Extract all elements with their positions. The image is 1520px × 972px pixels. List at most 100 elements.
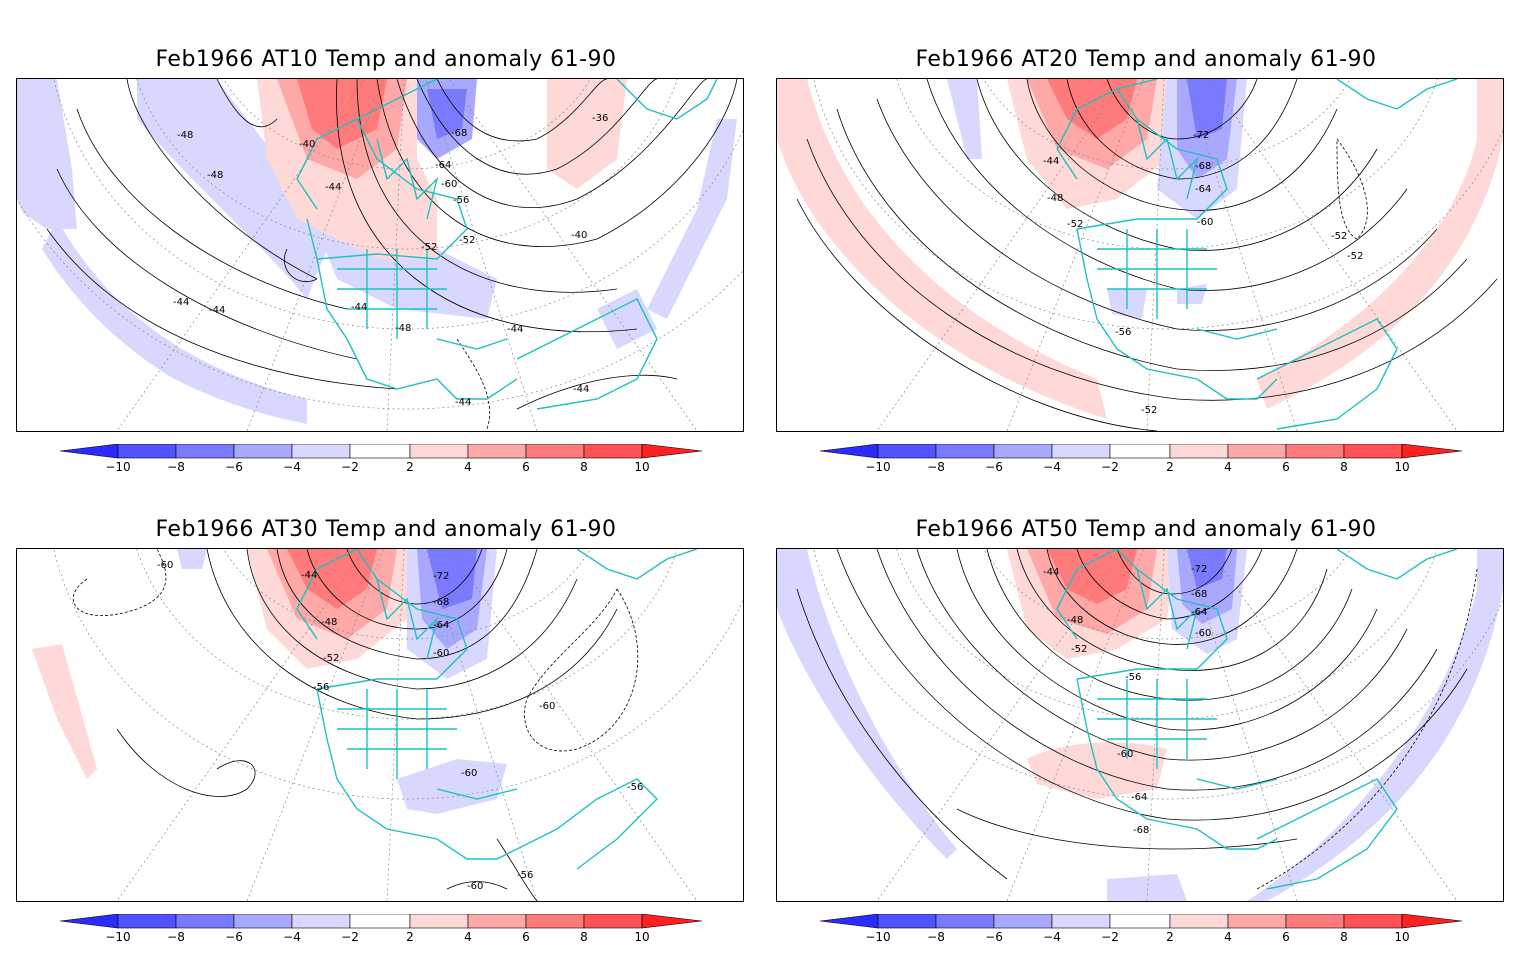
- colorbar-swatch: [1109, 914, 1171, 929]
- colorbar-tick-label: −2: [341, 460, 359, 474]
- contour-label: -60: [1195, 628, 1211, 639]
- colorbar-tick-label: −10: [865, 930, 890, 944]
- colorbar-tick-label: −4: [1043, 930, 1061, 944]
- colorbar-swatch: [1109, 444, 1171, 459]
- cold-anomaly-region: [647, 119, 737, 319]
- colorbar-swatch: [1343, 444, 1403, 459]
- colorbar-tick-label: −6: [985, 930, 1003, 944]
- colorbar: −10 −8 −6 −4 −2 2 4 6 8 10: [60, 444, 702, 478]
- map-svg: -60 -44 -48 -52 -56 -72 -68 -64 -60 -60 …: [32, 549, 743, 901]
- panel-title: Feb1966 AT20 Temp and anomaly 61-90: [915, 47, 1377, 72]
- contour-label: -52: [323, 653, 339, 664]
- colorbar-tick-label: −6: [985, 460, 1003, 474]
- colorbar-swatch: [935, 444, 995, 459]
- cold-anomaly-region: [597, 289, 657, 349]
- colorbar-swatch: [349, 444, 411, 459]
- contour-label: -60: [539, 701, 555, 712]
- colorbar-tick-label: −8: [167, 460, 185, 474]
- contour-label: -60: [433, 648, 449, 659]
- map-panel-at30: Feb1966 AT30 Temp and anomaly 61-90: [16, 512, 756, 972]
- contour-label: -68: [1133, 825, 1149, 836]
- colorbar-arrow-high: [641, 444, 702, 459]
- colorbar-arrow-low: [60, 914, 119, 929]
- colorbar-tick-label: −10: [865, 460, 890, 474]
- colorbar-tick-label: −8: [927, 460, 945, 474]
- contour-label: -44: [507, 324, 523, 335]
- colorbar-tick-label: −4: [283, 460, 301, 474]
- colorbar: −10 −8 −6 −4 −2 2 4 6 8 10: [820, 444, 1462, 478]
- colorbar-tick-label: 4: [1224, 930, 1232, 944]
- colorbar-tick-label: 8: [580, 460, 588, 474]
- colorbar-swatch: [525, 444, 585, 459]
- contour-label: -56: [1115, 327, 1131, 338]
- colorbar-swatch: [291, 444, 351, 459]
- contour-label: -48: [321, 617, 337, 628]
- colorbar-tick-label: 10: [1394, 930, 1409, 944]
- colorbar-tick-label: 4: [1224, 460, 1232, 474]
- map-panel-at20: Feb1966 AT20 Temp and anomaly 61-90: [776, 42, 1516, 502]
- colorbar-swatch: [349, 914, 411, 929]
- cold-anomaly-region: [1187, 549, 1227, 589]
- warm-anomaly-region: [1047, 549, 1137, 604]
- colorbar-swatch: [993, 914, 1053, 929]
- colorbar-tick-label: −10: [105, 460, 130, 474]
- map-frame: -44 -48 -52 -72 -68 -64 -60 -52 -52 -56 …: [776, 78, 1504, 432]
- cold-anomaly-region: [137, 79, 327, 299]
- colorbar-swatch: [1051, 444, 1111, 459]
- contour-label: -64: [433, 620, 449, 631]
- colorbar-swatch: [1285, 914, 1345, 929]
- contour-label: -44: [351, 302, 367, 313]
- cold-anomaly-region: [1247, 549, 1503, 901]
- contour-label: -48: [1047, 193, 1063, 204]
- colorbar-swatch: [1169, 914, 1229, 929]
- colorbar-tick-label: −2: [1101, 930, 1119, 944]
- colorbar-tick-label: −2: [1101, 460, 1119, 474]
- colorbar-tick-label: −4: [283, 930, 301, 944]
- colorbar-swatch: [467, 444, 527, 459]
- colorbar-arrow-low: [820, 444, 879, 459]
- panel-title: Feb1966 AT30 Temp and anomaly 61-90: [155, 517, 617, 542]
- colorbar-swatch: [233, 914, 293, 929]
- contour-label: -48: [177, 130, 193, 141]
- colorbar-tick-label: 10: [634, 460, 649, 474]
- contour-label: -60: [441, 179, 457, 190]
- coastlines: [296, 549, 698, 870]
- contour-label: -64: [1195, 184, 1211, 195]
- graticule: [17, 79, 743, 431]
- cold-anomaly-region: [1177, 284, 1207, 304]
- colorbar: −10 −8 −6 −4 −2 2 4 6 8 10: [60, 914, 702, 948]
- contour-label: -40: [299, 139, 315, 150]
- contour-labels: -60 -44 -48 -52 -56 -72 -68 -64 -60 -60 …: [157, 560, 643, 892]
- colorbar-svg: −10 −8 −6 −4 −2 2 4 6 8 10: [60, 444, 702, 474]
- contour-label: -48: [207, 170, 223, 181]
- contour-label: -52: [1141, 405, 1157, 416]
- colorbar-tick-label: −8: [927, 930, 945, 944]
- contour-label: -64: [1131, 792, 1147, 803]
- colorbar-swatch: [935, 914, 995, 929]
- colorbar-arrow-high: [641, 914, 702, 929]
- colorbar-swatch: [1285, 444, 1345, 459]
- contour-label: -52: [1071, 644, 1087, 655]
- colorbar-arrow-high: [1401, 914, 1462, 929]
- panel-title: Feb1966 AT50 Temp and anomaly 61-90: [915, 517, 1377, 542]
- warm-anomaly-region: [1257, 79, 1503, 409]
- colorbar-swatch: [291, 914, 351, 929]
- warm-anomaly-region: [297, 79, 387, 149]
- colorbar-tick-label: 2: [1166, 460, 1174, 474]
- contour-label: -44: [1043, 567, 1059, 578]
- colorbar-swatch: [409, 444, 469, 459]
- map-svg: -44 -48 -52 -72 -68 -64 -60 -52 -52 -56 …: [777, 79, 1503, 431]
- contour-label: -68: [1195, 161, 1211, 172]
- colorbar-tick-label: 4: [464, 930, 472, 944]
- colorbar-swatch: [117, 914, 177, 929]
- cold-anomaly-region: [177, 549, 207, 569]
- contour-label: -60: [157, 560, 173, 571]
- contour-label: -52: [1067, 219, 1083, 230]
- colorbar-swatch: [467, 914, 527, 929]
- map-svg: -44 -48 -52 -56 -72 -68 -64 -60 -60 -64 …: [777, 549, 1503, 901]
- contour-label: -52: [421, 242, 437, 253]
- contour-label: -72: [1191, 564, 1207, 575]
- colorbar-swatch: [117, 444, 177, 459]
- contour-label: -68: [1191, 589, 1207, 600]
- contour-label: -56: [627, 782, 643, 793]
